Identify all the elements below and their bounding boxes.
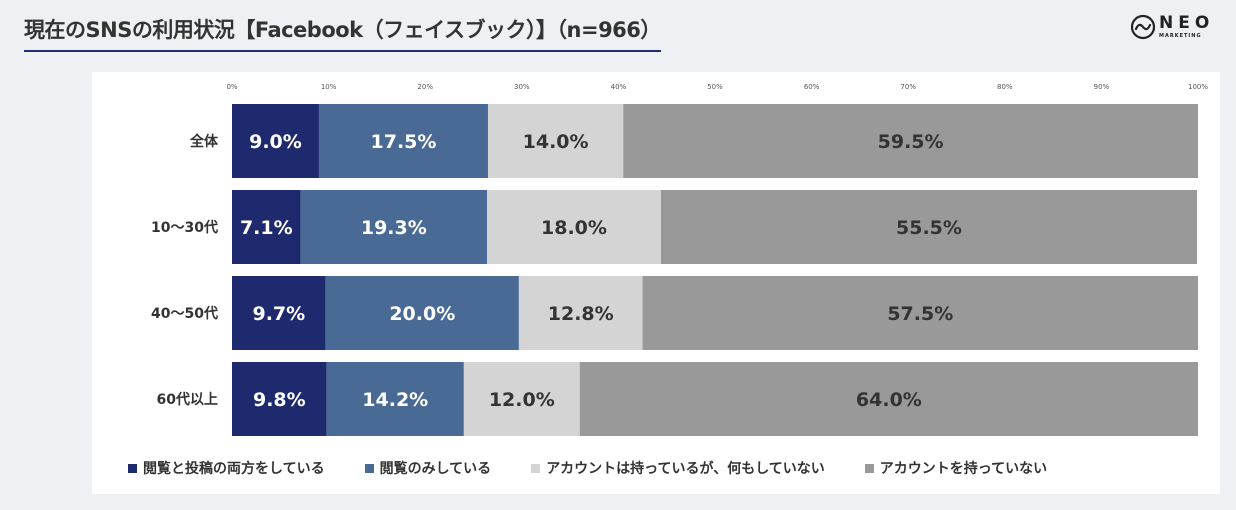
data-label: 19.3%: [361, 217, 427, 239]
bar-segment: [300, 190, 488, 264]
bar-segment: [463, 362, 580, 436]
stacked-bar-chart: 0% 10% 20% 30% 40% 50% 60% 70% 80% 90% 100% 全体 9.0% 1…: [151, 83, 1208, 436]
x-tick-label: 50%: [707, 83, 723, 91]
legend-item: 閲覧と投稿の両方をしている: [128, 458, 325, 478]
legend-swatch: [364, 463, 374, 473]
page-title: 現在のSNSの利用状況【Facebook（フェイスブック）】（n=966）: [24, 14, 661, 52]
bar-segment: [326, 362, 464, 436]
data-label: 59.5%: [878, 131, 944, 153]
data-label: 55.5%: [896, 217, 962, 239]
x-tick-label: 30%: [514, 83, 530, 91]
data-label: 9.7%: [252, 303, 305, 325]
x-tick-label: 0%: [226, 83, 237, 91]
x-tick-label: 10%: [321, 83, 337, 91]
data-label: 9.0%: [249, 131, 302, 153]
legend-swatch: [531, 463, 541, 473]
legend-item: アカウントは持っているが、何もしていない: [531, 458, 825, 478]
legend-label: アカウントは持っているが、何もしていない: [546, 461, 825, 477]
chart-panel: 0% 10% 20% 30% 40% 50% 60% 70% 80% 90% 100% 全体 9.0% 1…: [92, 72, 1220, 494]
legend-label: アカウントを持っていない: [879, 461, 1048, 477]
data-label: 17.5%: [371, 131, 437, 153]
x-tick-label: 90%: [1094, 83, 1110, 91]
data-label: 14.2%: [362, 389, 428, 411]
legend-label: 閲覧と投稿の両方をしている: [143, 461, 325, 477]
category-label: 10～30代: [151, 219, 218, 236]
data-label: 14.0%: [523, 131, 589, 153]
data-label: 18.0%: [541, 217, 607, 239]
bar-segment: [623, 104, 1198, 178]
category-label: 全体: [189, 133, 219, 150]
legend-item: アカウントを持っていない: [864, 458, 1048, 478]
data-label: 20.0%: [389, 303, 455, 325]
logo-subtitle: MARKETING: [1159, 33, 1202, 39]
bar-segment: [642, 276, 1198, 350]
logo: NEO MARKETING: [1130, 14, 1214, 40]
bar-segment: [579, 362, 1198, 436]
logo-wordmark: NEO: [1159, 13, 1215, 33]
data-label: 12.8%: [548, 303, 614, 325]
data-label: 57.5%: [887, 303, 953, 325]
bar-segment: [487, 190, 661, 264]
category-label: 60代以上: [157, 391, 218, 408]
legend-swatch: [864, 463, 874, 473]
x-tick-label: 80%: [997, 83, 1013, 91]
legend-item: 閲覧のみしている: [364, 458, 492, 478]
data-label: 64.0%: [856, 389, 922, 411]
bar-segment: [660, 190, 1198, 264]
data-label: 12.0%: [489, 389, 555, 411]
data-label: 9.8%: [253, 389, 306, 411]
legend-label: 閲覧のみしている: [379, 461, 492, 477]
bar-segment: [232, 362, 327, 436]
chart-legend: 閲覧と投稿の両方をしている 閲覧のみしている アカウントは持っているが、何もしていな…: [128, 458, 1047, 478]
x-tick-label: 40%: [611, 83, 627, 91]
bar-segment: [487, 104, 624, 178]
bar-segment: [518, 276, 643, 350]
bar-segment: [232, 190, 301, 264]
bar-segment: [325, 276, 519, 350]
bar-segment: [232, 104, 319, 178]
x-tick-label: 60%: [804, 83, 820, 91]
bar-segment: [232, 276, 326, 350]
bar-segment: [318, 104, 488, 178]
x-tick-label: 20%: [417, 83, 433, 91]
category-label: 40～50代: [151, 305, 218, 322]
x-tick-label: 100%: [1188, 83, 1208, 91]
data-label: 7.1%: [240, 217, 293, 239]
x-tick-label: 70%: [900, 83, 916, 91]
legend-swatch: [128, 463, 137, 473]
wave-circle-icon: [1130, 14, 1156, 40]
